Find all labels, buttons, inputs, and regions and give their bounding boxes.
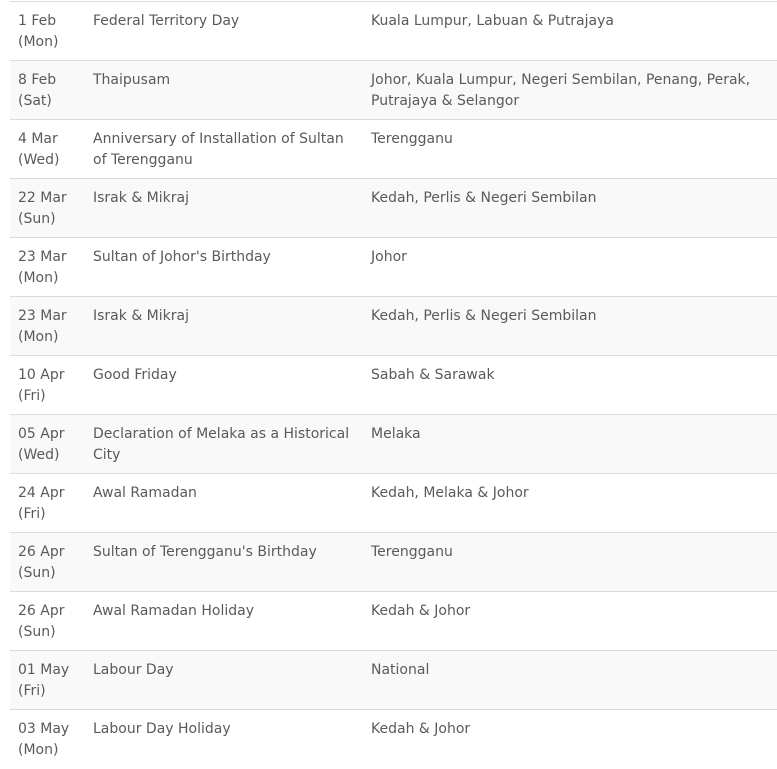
- weekday: (Mon): [18, 329, 59, 345]
- states: Johor, Kuala Lumpur, Negeri Sembilan, Pe…: [371, 72, 751, 109]
- holiday-name: Anniversary of Installation of Sultan of…: [93, 131, 344, 168]
- states: Kedah, Perlis & Negeri Sembilan: [371, 308, 597, 324]
- weekday: (Fri): [18, 683, 46, 699]
- states: Terengganu: [371, 544, 453, 560]
- date: 24 Apr: [18, 485, 65, 501]
- holiday-name: Sultan of Johor's Birthday: [93, 249, 271, 265]
- date-cell: 23 Mar (Mon): [10, 297, 85, 356]
- table-row: 26 Apr (Sun) Sultan of Terengganu's Birth…: [10, 532, 777, 592]
- date: 8 Feb: [18, 72, 57, 88]
- states: Terengganu: [371, 131, 453, 147]
- date-cell: 23 Mar (Mon): [10, 238, 85, 297]
- weekday: (Sun): [18, 624, 56, 640]
- table-row: 1 Feb (Mon) Federal Territory Day Kuala L…: [10, 1, 777, 61]
- weekday: (Mon): [18, 270, 59, 286]
- states: Kedah, Melaka & Johor: [371, 485, 529, 501]
- table-row: 05 Apr (Wed) Declaration of Melaka as a H…: [10, 414, 777, 474]
- holiday-name: Sultan of Terengganu's Birthday: [93, 544, 317, 560]
- date-cell: 24 Apr (Fri): [10, 474, 85, 533]
- weekday: (Wed): [18, 447, 60, 463]
- weekday: (Mon): [18, 742, 59, 758]
- holiday-name: Thaipusam: [93, 72, 171, 88]
- holiday-table: 1 Feb (Mon) Federal Territory Day Kuala L…: [10, 1, 777, 769]
- date: 1 Feb: [18, 13, 57, 29]
- table-row: 23 Mar (Mon) Israk & Mikraj Kedah, Perlis…: [10, 296, 777, 356]
- date: 26 Apr: [18, 603, 65, 619]
- table-row: 26 Apr (Sun) Awal Ramadan Holiday Kedah &…: [10, 591, 777, 651]
- table-row: 23 Mar (Mon) Sultan of Johor's Birthday J…: [10, 237, 777, 297]
- states: Kedah, Perlis & Negeri Sembilan: [371, 190, 597, 206]
- date: 01 May: [18, 662, 70, 678]
- date-cell: 05 Apr (Wed): [10, 415, 85, 474]
- holiday-name: Labour Day: [93, 662, 174, 678]
- date: 4 Mar: [18, 131, 58, 147]
- date-cell: 01 May (Fri): [10, 651, 85, 710]
- weekday: (Fri): [18, 388, 46, 404]
- weekday: (Sun): [18, 565, 56, 581]
- states: National: [371, 662, 430, 678]
- weekday: (Sun): [18, 211, 56, 227]
- holiday-name: Good Friday: [93, 367, 177, 383]
- date: 26 Apr: [18, 544, 65, 560]
- date-cell: 03 May (Mon): [10, 710, 85, 769]
- date: 10 Apr: [18, 367, 65, 383]
- date-cell: 26 Apr (Sun): [10, 592, 85, 651]
- weekday: (Sat): [18, 93, 52, 109]
- date-cell: 10 Apr (Fri): [10, 356, 85, 415]
- date-cell: 4 Mar (Wed): [10, 120, 85, 179]
- holiday-name: Israk & Mikraj: [93, 190, 189, 206]
- table-row: 01 May (Fri) Labour Day National: [10, 650, 777, 710]
- states: Kuala Lumpur, Labuan & Putrajaya: [371, 13, 614, 29]
- date-cell: 22 Mar (Sun): [10, 179, 85, 238]
- states: Sabah & Sarawak: [371, 367, 495, 383]
- date: 22 Mar: [18, 190, 67, 206]
- date: 23 Mar: [18, 249, 67, 265]
- holiday-name: Awal Ramadan: [93, 485, 197, 501]
- table-row: 03 May (Mon) Labour Day Holiday Kedah & J…: [10, 709, 777, 769]
- holiday-name: Declaration of Melaka as a Historical Ci…: [93, 426, 350, 463]
- table-row: 10 Apr (Fri) Good Friday Sabah & Sarawak: [10, 355, 777, 415]
- table-row: 8 Feb (Sat) Thaipusam Johor, Kuala Lumpur…: [10, 60, 777, 120]
- weekday: (Wed): [18, 152, 60, 168]
- weekday: (Fri): [18, 506, 46, 522]
- table-row: 22 Mar (Sun) Israk & Mikraj Kedah, Perlis…: [10, 178, 777, 238]
- states: Melaka: [371, 426, 421, 442]
- states: Johor: [371, 249, 407, 265]
- states: Kedah & Johor: [371, 721, 471, 737]
- table-row: 4 Mar (Wed) Anniversary of Installation o…: [10, 119, 777, 179]
- date: 23 Mar: [18, 308, 67, 324]
- date: 05 Apr: [18, 426, 65, 442]
- holiday-name: Awal Ramadan Holiday: [93, 603, 255, 619]
- date-cell: 1 Feb (Mon): [10, 2, 85, 61]
- table-row: 24 Apr (Fri) Awal Ramadan Kedah, Melaka &…: [10, 473, 777, 533]
- weekday: (Mon): [18, 34, 59, 50]
- holiday-name: Federal Territory Day: [93, 13, 240, 29]
- date-cell: 26 Apr (Sun): [10, 533, 85, 592]
- date-cell: 8 Feb (Sat): [10, 61, 85, 120]
- holiday-name: Labour Day Holiday: [93, 721, 231, 737]
- holiday-name: Israk & Mikraj: [93, 308, 189, 324]
- states: Kedah & Johor: [371, 603, 471, 619]
- date: 03 May: [18, 721, 70, 737]
